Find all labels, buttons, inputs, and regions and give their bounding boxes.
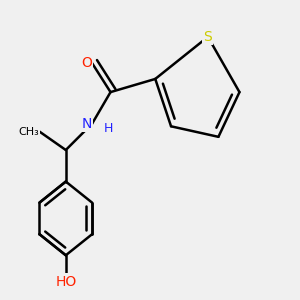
Text: O: O bbox=[81, 56, 92, 70]
Text: S: S bbox=[203, 30, 212, 44]
Text: N: N bbox=[82, 117, 92, 131]
Text: H: H bbox=[104, 122, 113, 135]
Text: CH₃: CH₃ bbox=[19, 127, 40, 136]
Text: HO: HO bbox=[55, 274, 76, 289]
